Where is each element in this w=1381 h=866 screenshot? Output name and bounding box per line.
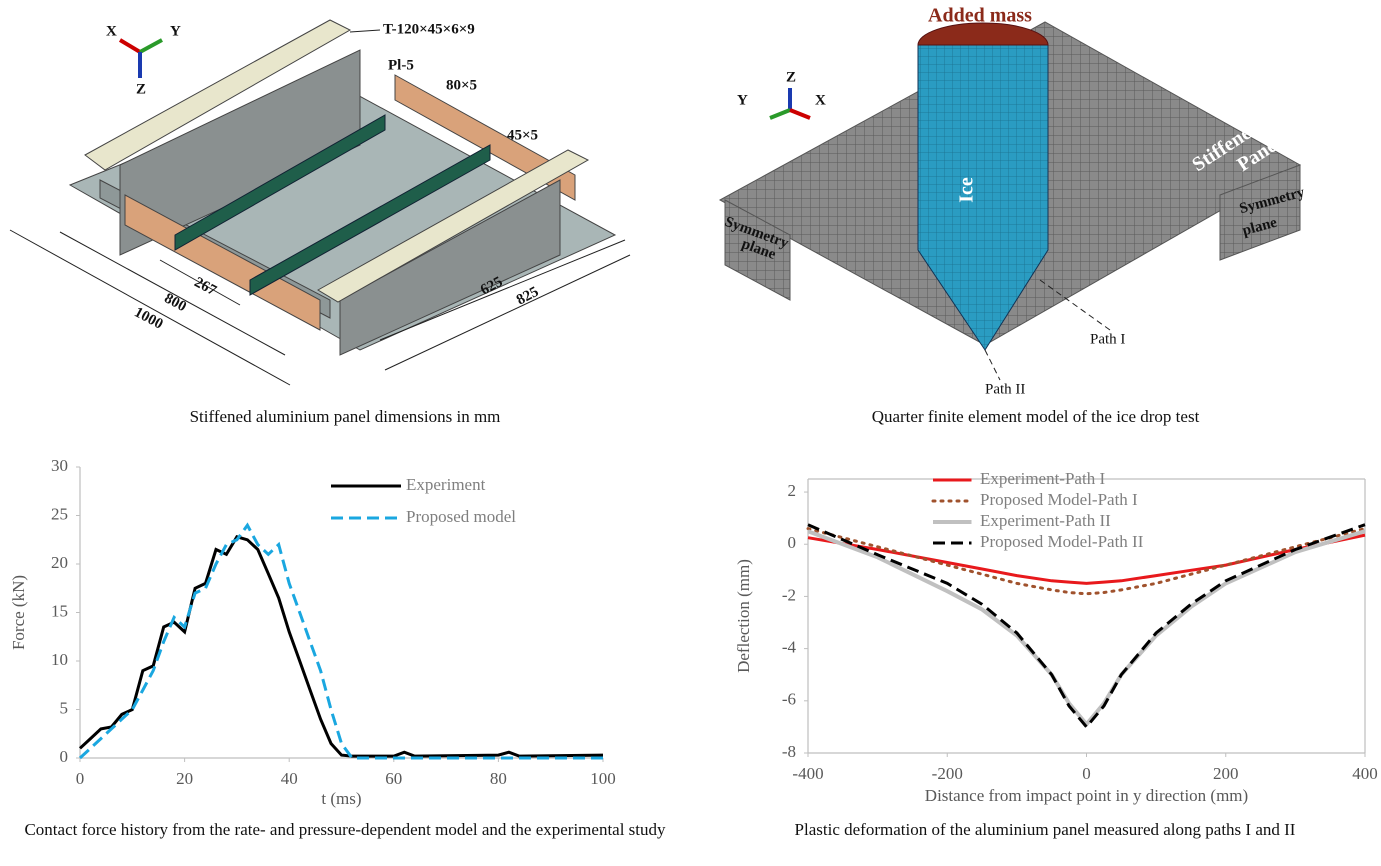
series-line — [80, 537, 603, 756]
y-tick-label: 20 — [51, 553, 68, 572]
y-tick-label: 5 — [60, 698, 69, 717]
legend-label: Experiment — [406, 475, 486, 494]
dimension-label: 80×5 — [446, 77, 477, 93]
y-tick-label: -6 — [782, 690, 796, 709]
legend-label: Proposed Model-Path I — [980, 490, 1138, 509]
legend-label: Experiment-Path I — [980, 469, 1105, 488]
x-tick-label: -200 — [932, 764, 963, 783]
label: Ice — [956, 177, 978, 203]
legend-label: Proposed Model-Path II — [980, 532, 1144, 551]
x-tick-label: 100 — [590, 769, 616, 788]
dimension-label: T-120×45×6×9 — [383, 21, 475, 37]
y-tick-label: -4 — [782, 638, 797, 657]
caption: Plastic deformation of the aluminium pan… — [720, 820, 1370, 840]
canvas: X Y Z T-120×45×6×9 Pl-5 80×5 45×5 267 80… — [0, 0, 1381, 866]
axis-label: Y — [170, 23, 181, 39]
caption: Stiffened aluminium panel dimensions in … — [0, 407, 690, 427]
figure: X Y Z T-120×45×6×9 Pl-5 80×5 45×5 267 80… — [0, 0, 1381, 866]
y-axis-label: Deflection (mm) — [734, 559, 753, 673]
dimension-label: 825 — [514, 284, 541, 309]
y-tick-label: 2 — [788, 481, 797, 500]
legend-label: Experiment-Path II — [980, 511, 1111, 530]
axis-label: X — [106, 23, 117, 39]
model-diagram: Z Y X Added mass Ice Stiffened Panel Sym… — [720, 5, 1307, 398]
axis-label: X — [815, 92, 826, 108]
x-tick-label: 40 — [281, 769, 298, 788]
axis-triad — [120, 40, 162, 78]
x-tick-label: 20 — [176, 769, 193, 788]
x-tick-label: -400 — [792, 764, 823, 783]
x-tick-label: 80 — [490, 769, 507, 788]
label: Added mass — [928, 5, 1032, 27]
y-tick-label: -8 — [782, 742, 796, 761]
x-axis-label: Distance from impact point in y directio… — [925, 786, 1248, 805]
y-tick-label: 15 — [51, 601, 68, 620]
y-tick-label: 10 — [51, 650, 68, 669]
dimension-label: Pl-5 — [388, 57, 414, 73]
dimension-label: 45×5 — [507, 127, 538, 143]
label: Path I — [1090, 331, 1125, 347]
y-tick-label: 30 — [51, 456, 68, 475]
y-tick-label: 0 — [60, 747, 69, 766]
x-axis-label: t (ms) — [321, 789, 361, 808]
panel-diagram: X Y Z T-120×45×6×9 Pl-5 80×5 45×5 267 80… — [10, 20, 630, 385]
series-line — [808, 525, 1365, 727]
axis-label: Z — [136, 81, 146, 97]
dimension-label: 267 — [192, 274, 220, 299]
axis-label: Y — [737, 92, 748, 108]
x-tick-label: 60 — [385, 769, 402, 788]
y-axis-label: Force (kN) — [9, 575, 28, 650]
label: Path II — [985, 381, 1025, 397]
legend-label: Proposed model — [406, 507, 516, 526]
axis-label: Z — [786, 69, 796, 85]
y-tick-label: -2 — [782, 585, 796, 604]
caption: Contact force history from the rate- and… — [15, 820, 675, 840]
y-tick-label: 25 — [51, 504, 68, 523]
y-tick-label: 0 — [788, 533, 797, 552]
dimension-label: 800 — [162, 290, 189, 315]
x-tick-label: 400 — [1352, 764, 1378, 783]
axis-triad — [770, 88, 810, 118]
x-tick-label: 200 — [1213, 764, 1239, 783]
x-tick-label: 0 — [1082, 764, 1091, 783]
dimension-label: 1000 — [132, 304, 166, 332]
caption: Quarter finite element model of the ice … — [690, 407, 1381, 427]
x-tick-label: 0 — [76, 769, 85, 788]
